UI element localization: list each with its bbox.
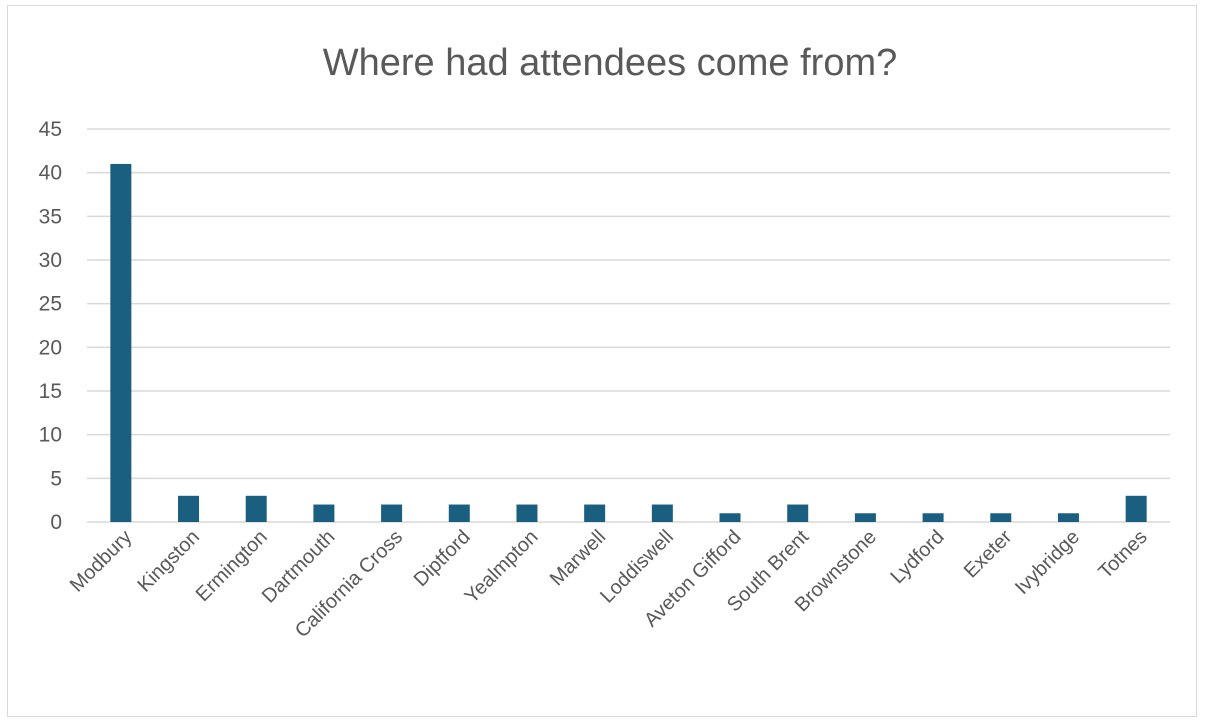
bar-dartmouth [313, 504, 335, 522]
bar-marwell [584, 504, 606, 522]
bar-aveton-gifford [719, 513, 741, 522]
bar-diptford [448, 504, 470, 522]
x-tick-label: Yealmpton [461, 526, 543, 608]
chart-frame [7, 5, 1197, 717]
x-tick-label: Diptford [410, 526, 475, 591]
y-tick-label: 20 [39, 336, 62, 359]
bar-california-cross [381, 504, 403, 522]
y-tick-label: 40 [39, 162, 62, 185]
bar-kingston [178, 495, 200, 522]
y-tick-label: 0 [50, 511, 62, 534]
x-tick-label: Totnes [1094, 526, 1151, 583]
bar-ivybridge [1057, 513, 1079, 522]
y-tick-label: 35 [39, 205, 62, 228]
bar-totnes [1125, 495, 1147, 522]
bar-south-brent [787, 504, 809, 522]
bar-lydford [922, 513, 944, 522]
gridlines [87, 128, 1170, 523]
y-tick-label: 25 [39, 293, 62, 316]
y-tick-label: 5 [50, 467, 62, 490]
x-tick-label: Marwell [546, 526, 610, 590]
bar-loddiswell [651, 504, 673, 522]
y-tick-label: 30 [39, 249, 62, 272]
bar-brownstone [854, 513, 876, 522]
chart-title: Where had attendees come from? [323, 42, 898, 84]
bars [110, 163, 1147, 522]
x-axis-ticks: ModburyKingstonErmingtonDartmouthCalifor… [66, 526, 1152, 642]
y-tick-label: 10 [39, 424, 62, 447]
x-tick-label: Exeter [960, 526, 1017, 583]
bar-exeter [990, 513, 1012, 522]
y-tick-label: 15 [39, 380, 62, 403]
bar-modbury [110, 163, 132, 522]
bar-yealmpton [516, 504, 538, 522]
x-tick-label: Modbury [66, 526, 137, 597]
x-tick-label: Lydford [886, 526, 948, 588]
bar-ermington [245, 495, 267, 522]
x-tick-label: Ivybridge [1011, 526, 1084, 599]
y-axis-ticks: 0 5 10 15 20 25 30 35 40 45 [39, 118, 62, 534]
y-tick-label: 45 [39, 118, 62, 141]
x-tick-label: Kingston [133, 526, 204, 597]
